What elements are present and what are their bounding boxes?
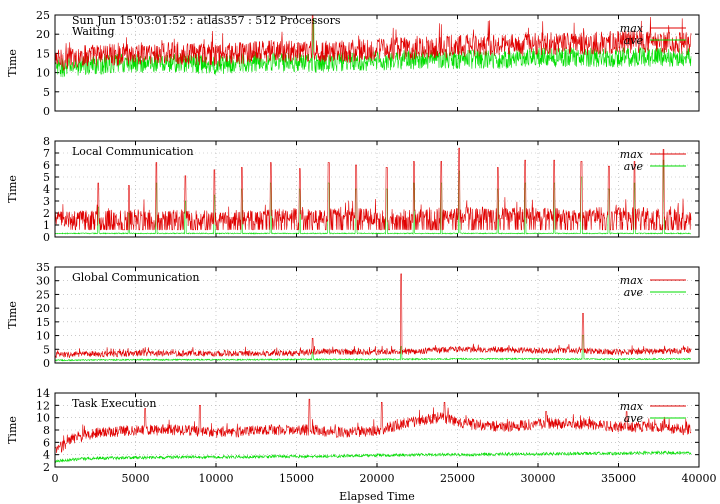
y-tick-label: 8 <box>43 424 50 437</box>
panel-title: Global Communication <box>72 271 200 284</box>
y-tick-label: 0 <box>43 105 50 118</box>
plot-frame <box>54 140 700 238</box>
x-tick-label: 40000 <box>682 472 717 485</box>
series-line-max <box>54 14 692 71</box>
y-tick-label: 30 <box>36 275 50 288</box>
series-line-ave <box>54 450 692 463</box>
y-tick-label: 20 <box>36 302 50 315</box>
legend-label-max: max <box>620 22 644 35</box>
x-tick-label: 25000 <box>440 472 475 485</box>
y-tick-label: 2 <box>43 207 50 220</box>
x-tick-label: 0 <box>52 472 59 485</box>
panel-title: Waiting <box>72 25 115 38</box>
y-tick-label: 10 <box>36 412 50 425</box>
series-line-ave <box>54 335 692 362</box>
plot-frame <box>54 14 700 112</box>
y-tick-label: 6 <box>43 159 50 172</box>
y-tick-label: 5 <box>43 86 50 99</box>
x-tick-label: 10000 <box>199 472 234 485</box>
y-tick-label: 7 <box>43 147 50 160</box>
legend-label-ave: ave <box>624 412 644 425</box>
y-tick-label: 12 <box>36 399 50 412</box>
y-tick-label: 4 <box>43 183 50 196</box>
legend-label-max: max <box>620 400 644 413</box>
y-tick-label: 0 <box>43 231 50 244</box>
legend-label-max: max <box>620 148 644 161</box>
x-tick-label: 15000 <box>279 472 314 485</box>
plot-frame <box>54 266 700 364</box>
y-tick-label: 8 <box>43 135 50 148</box>
y-tick-label: 1 <box>43 219 50 232</box>
y-tick-label: 0 <box>43 357 50 370</box>
y-tick-label: 14 <box>36 387 50 400</box>
legend-label-ave: ave <box>624 34 644 47</box>
y-tick-label: 15 <box>36 316 50 329</box>
y-tick-label: 10 <box>36 67 50 80</box>
y-axis-label: Time <box>6 416 19 444</box>
y-tick-label: 6 <box>43 436 50 449</box>
x-tick-label: 35000 <box>601 472 636 485</box>
y-tick-label: 4 <box>43 449 50 462</box>
plot-frame <box>54 392 700 468</box>
y-axis-label: Time <box>6 49 19 77</box>
y-tick-label: 25 <box>36 9 50 22</box>
panel-title: Local Communication <box>72 145 194 158</box>
series-line-max <box>54 147 692 231</box>
x-axis-label: Elapsed Time <box>339 490 415 503</box>
y-tick-label: 3 <box>43 195 50 208</box>
series-line-ave <box>54 159 692 235</box>
series-line-max <box>54 273 692 358</box>
y-axis-label: Time <box>6 301 19 329</box>
x-tick-label: 30000 <box>521 472 556 485</box>
y-tick-label: 35 <box>36 261 50 274</box>
legend-label-ave: ave <box>624 286 644 299</box>
y-tick-label: 2 <box>43 461 50 474</box>
panel-title: Task Execution <box>72 397 156 410</box>
y-axis-label: Time <box>6 175 19 203</box>
x-tick-label: 5000 <box>122 472 150 485</box>
chart-header: Sun Jun 15 03:01:52 : atlas357 : 512 Pro… <box>72 14 341 27</box>
legend-label-ave: ave <box>624 160 644 173</box>
y-tick-label: 20 <box>36 28 50 41</box>
series-line-max <box>54 398 692 454</box>
legend-label-max: max <box>620 274 644 287</box>
y-tick-label: 5 <box>43 171 50 184</box>
y-tick-label: 5 <box>43 343 50 356</box>
y-tick-label: 15 <box>36 47 50 60</box>
y-tick-label: 10 <box>36 330 50 343</box>
y-tick-label: 25 <box>36 288 50 301</box>
x-tick-label: 20000 <box>360 472 395 485</box>
